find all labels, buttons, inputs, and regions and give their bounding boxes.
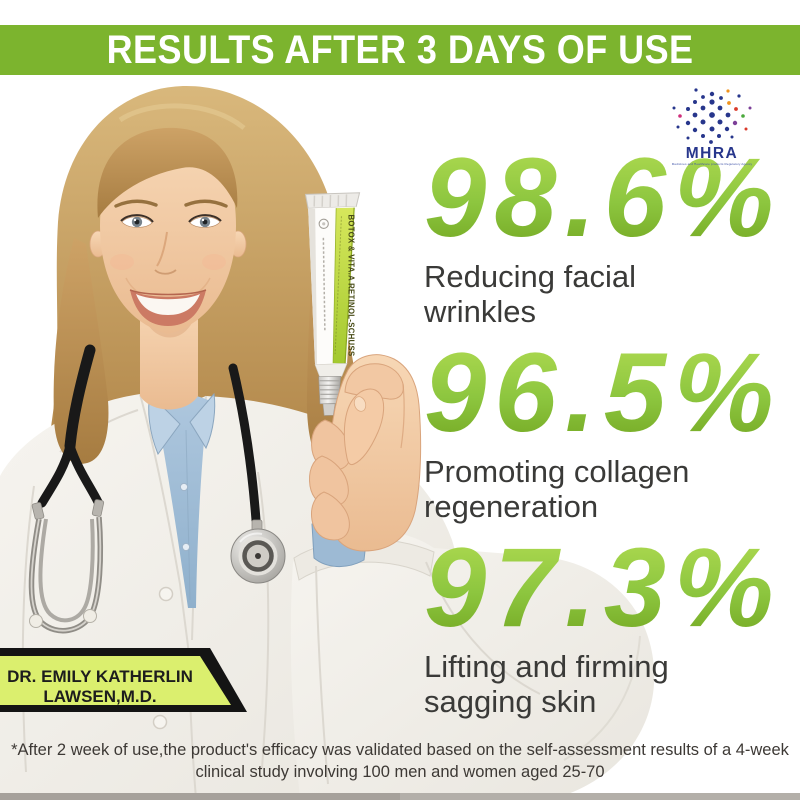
doctor-name-line1: DR. EMILY KATHERLIN [7,667,193,686]
nose [154,231,177,275]
thumb [343,388,385,466]
stat-label: Reducing facial wrinkles [424,259,636,330]
blue-shirt [148,392,216,608]
shirt-button [181,542,191,552]
mhra-logo: MHRA Medicines and Healthcare products R… [666,86,758,175]
stat-value: 97.3% [424,531,790,643]
doctor-name-line2: LAWSEN,M.D. [43,687,156,706]
stethoscope-chestpiece [230,528,286,584]
mhra-dots-icon: MHRA Medicines and Healthcare products R… [672,88,753,166]
tube-logo-icon [318,218,329,229]
stethoscope [28,344,286,634]
results-banner: RESULTS AFTER 3 DAYS OF USE [0,25,800,75]
mhra-tagline: Medicines and Healthcare products Regula… [672,162,753,166]
smile [125,277,211,326]
eyebrows [114,199,228,208]
stat-value: 98.6% [424,141,790,253]
stat-block-wrinkles: 98.6% Reducing facial wrinkles [424,141,790,330]
doctor-face [89,127,247,410]
coat-button [152,714,168,730]
plate-background [0,656,231,705]
holding-hand [309,354,422,552]
stethoscope-eartip [83,609,97,623]
tube-green-stripe [333,207,355,364]
stat-block-collagen: 96.5% Promoting collagen regeneration [424,336,790,525]
stethoscope-eartip [29,614,43,628]
shirt-button [179,482,189,492]
hair-fringe [97,127,238,218]
stat-block-lifting: 97.3% Lifting and firming sagging skin [424,531,790,720]
product-tube: BOTOX & VITA.A RETINOL-SCHUSS [304,192,361,416]
stat-value: 96.5% [424,336,790,448]
thumb-nail [353,396,367,412]
eyes [120,214,222,228]
mhra-name: MHRA [686,145,739,162]
stat-label: Lifting and firming sagging skin [424,649,669,720]
coat-button [158,586,174,602]
disclaimer-text: *After 2 week of use,the product's effic… [11,741,789,781]
doctor-name-plate: DR. EMILY KATHERLIN LAWSEN,M.D. [0,648,247,712]
tube-brand-text: BOTOX & VITA.A RETINOL-SCHUSS [346,214,355,356]
banner-title: RESULTS AFTER 3 DAYS OF USE [106,27,694,72]
stat-label: Promoting collagen regeneration [424,454,690,525]
